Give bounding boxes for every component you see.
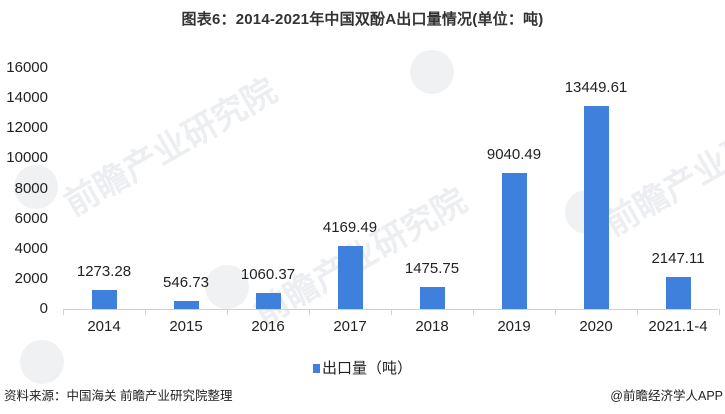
- x-tick-label: 2014: [87, 318, 121, 335]
- y-tick-label: 14000: [6, 89, 48, 107]
- y-tick-label: 4000: [14, 239, 48, 257]
- x-tick-mark: [719, 309, 720, 315]
- y-tick-label: 2000: [14, 269, 48, 287]
- bar-2015: [173, 300, 199, 309]
- data-label: 2147.11: [651, 249, 705, 267]
- x-tick-mark: [227, 309, 228, 315]
- x-tick-mark: [63, 309, 64, 315]
- x-tick-label: 2015: [169, 318, 203, 335]
- chart-title: 图表6：2014-2021年中国双酚A出口量情况(单位：吨): [181, 11, 544, 28]
- bar-2014: [91, 289, 117, 309]
- x-tick-mark: [555, 309, 556, 315]
- y-tick-label: 6000: [14, 209, 48, 227]
- watermark-text: 前瞻产业研究院: [58, 71, 284, 224]
- data-label: 9040.49: [486, 145, 542, 163]
- data-label: 1060.37: [240, 266, 296, 284]
- source-note: 资料来源：中国海关 前瞻产业研究院整理: [4, 389, 233, 403]
- data-label: 546.73: [163, 273, 209, 291]
- bar-2020: [583, 106, 609, 309]
- credit-note: @前瞻经济学人APP: [610, 389, 723, 403]
- bar-2016: [255, 293, 281, 309]
- data-label: 4169.49: [322, 219, 378, 237]
- data-label: 1475.75: [404, 259, 460, 277]
- y-tick-label: 16000: [6, 59, 48, 76]
- y-tick-label: 10000: [6, 149, 48, 167]
- legend-swatch-icon: [312, 364, 320, 373]
- bar-2021.1-4: [665, 276, 691, 309]
- y-tick-label: 8000: [14, 179, 48, 197]
- x-tick-label: 2021.1-4: [648, 318, 708, 335]
- watermark-logo-icon: [410, 50, 454, 94]
- x-tick-label: 2019: [497, 318, 531, 335]
- data-label: 1273.28: [76, 262, 132, 280]
- bar-2018: [419, 286, 445, 309]
- bar-2019: [501, 172, 527, 309]
- x-tick-mark: [391, 309, 392, 315]
- data-label: 13449.61: [564, 79, 628, 97]
- x-axis-line: [63, 309, 718, 310]
- x-tick-mark: [145, 309, 146, 315]
- x-tick-label: 2018: [415, 318, 449, 335]
- x-tick-label: 2017: [333, 318, 367, 335]
- legend: 出口量（吨）: [0, 357, 725, 378]
- watermark-text: 前瞻产业研究院: [598, 91, 725, 244]
- x-tick-label: 2020: [579, 318, 613, 335]
- y-tick-label: 12000: [6, 119, 48, 137]
- x-tick-mark: [309, 309, 310, 315]
- x-tick-label: 2016: [251, 318, 285, 335]
- legend-label: 出口量（吨）: [321, 360, 412, 377]
- y-tick-label: 0: [39, 300, 48, 317]
- x-tick-mark: [637, 309, 638, 315]
- bar-2017: [337, 246, 363, 309]
- x-tick-mark: [473, 309, 474, 315]
